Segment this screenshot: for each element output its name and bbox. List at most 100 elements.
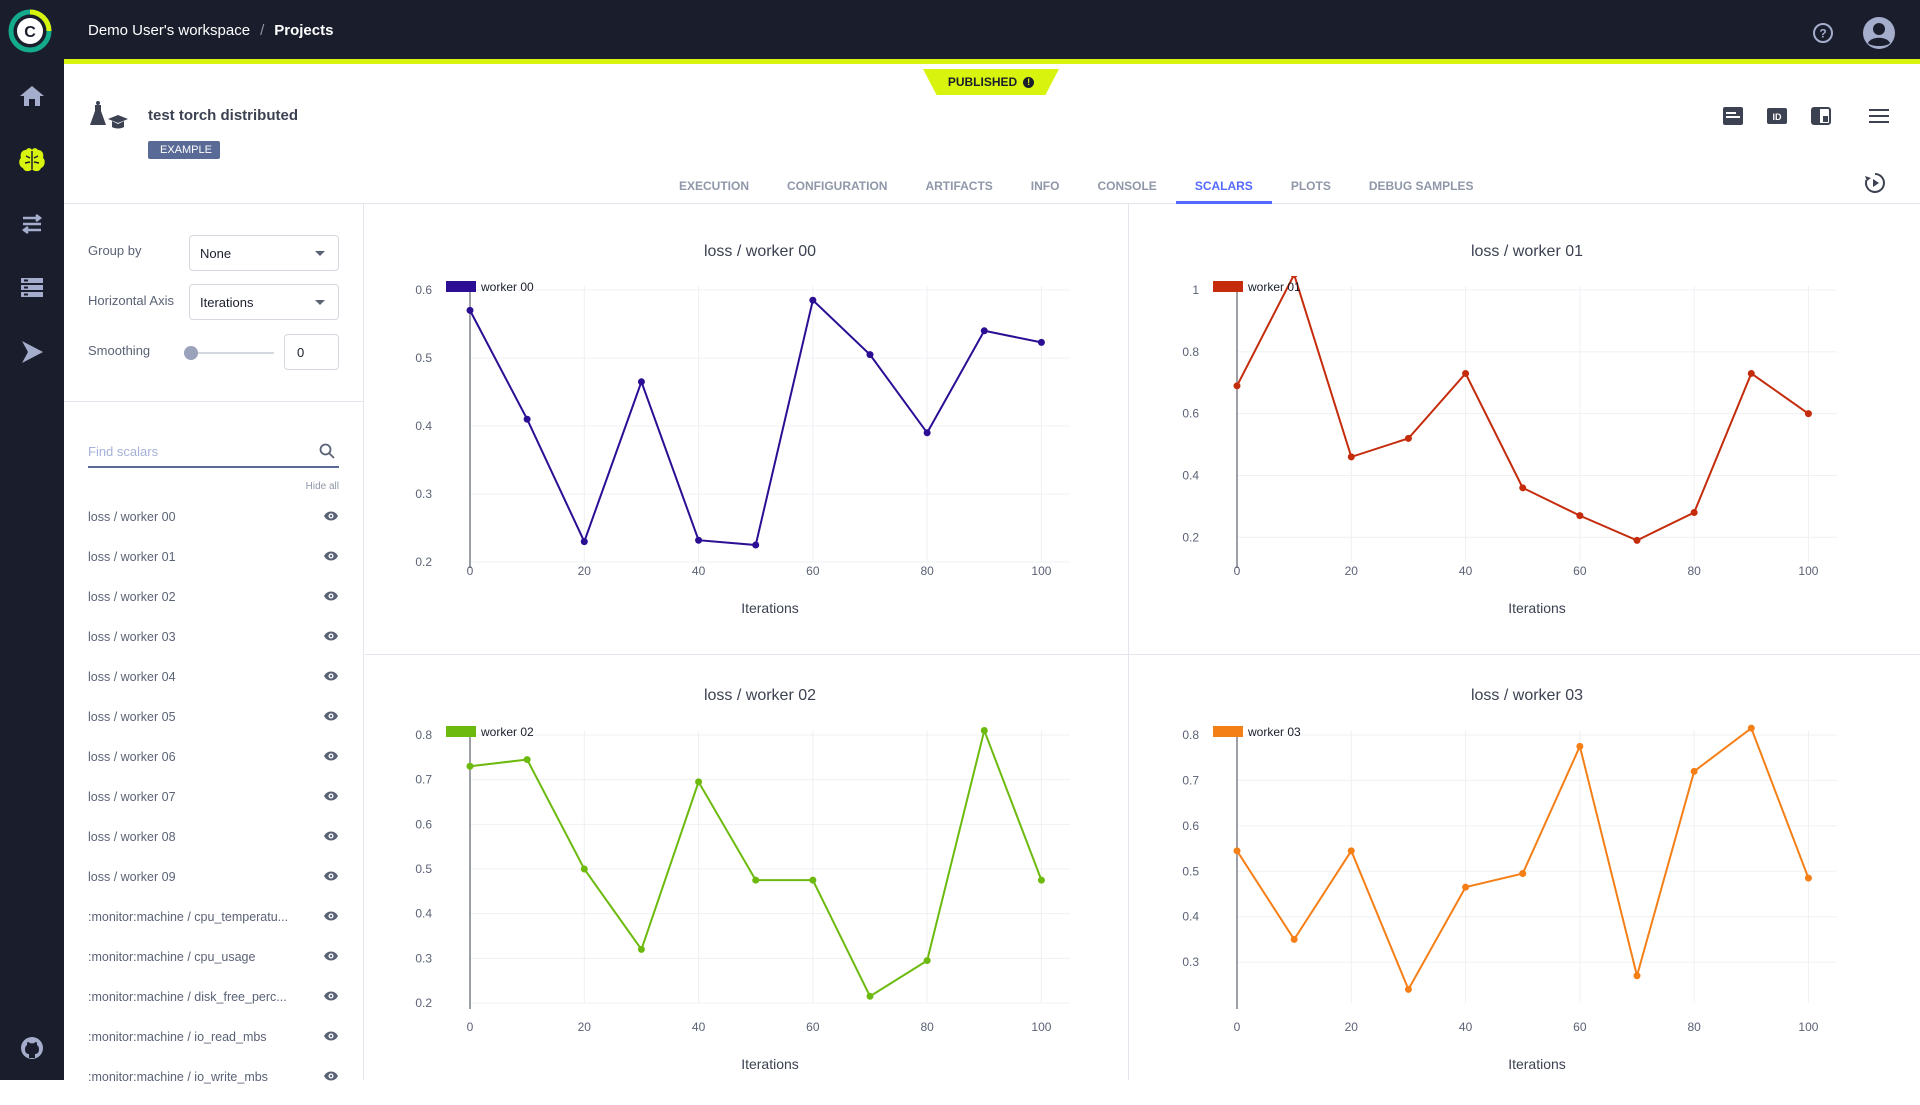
scalar-list-item[interactable]: loss / worker 03 [88,630,339,650]
legend-swatch [446,281,476,292]
info-icon[interactable]: ! [1023,76,1035,88]
eye-icon[interactable] [323,910,339,925]
y-tick-label: 0.6 [1182,407,1199,421]
eye-icon[interactable] [323,950,339,965]
data-point [866,992,874,1000]
horizontal-axis-label: Horizontal Axis [88,293,174,308]
chart-group: 0.2 0.4 0.6 0.8 1 0 20 40 60 80 100 loss / worker 0… [1182,243,1837,616]
y-tick-label: 0.5 [415,351,432,365]
smoothing-slider-track[interactable] [189,352,274,354]
task-title: test torch distributed [148,107,299,124]
clearml-logo-icon[interactable]: C [8,9,52,53]
scalar-list-item[interactable]: loss / worker 05 [88,710,339,730]
y-tick-label: 0.4 [415,907,432,921]
tab-console[interactable]: CONSOLE [1097,179,1157,193]
eye-icon[interactable] [323,670,339,685]
search-icon[interactable] [319,443,335,464]
details-panel-icon[interactable] [1722,105,1744,127]
search-placeholder: Find scalars [88,444,159,459]
eye-icon[interactable] [323,830,339,845]
scalar-list-item[interactable]: loss / worker 04 [88,670,339,690]
tab-configuration[interactable]: CONFIGURATION [787,179,888,193]
hide-all-link[interactable]: Hide all [305,481,339,492]
y-tick-label: 0.3 [415,951,432,965]
brain-icon[interactable] [16,144,48,176]
data-point [752,541,760,549]
github-icon[interactable] [16,1032,48,1064]
menu-icon[interactable] [1868,105,1890,127]
tab-info[interactable]: INFO [1030,179,1060,193]
data-point [1037,876,1045,884]
home-icon[interactable] [16,80,48,112]
scalar-label: loss / worker 08 [88,830,176,844]
scalars-plot-area: 0.2 0.3 0.4 0.5 0.6 0 20 40 60 80 100 loss / worker… [365,204,1920,1080]
data-point [1747,724,1755,732]
eye-icon[interactable] [323,590,339,605]
y-tick-label: 0.3 [1182,955,1199,969]
series-line [469,298,1042,547]
legend-swatch [1213,726,1243,737]
eye-icon[interactable] [323,630,339,645]
x-tick-label: 80 [920,564,934,578]
x-tick-label: 0 [1234,1020,1241,1034]
pipelines-icon[interactable] [16,208,48,240]
scalar-list-item[interactable]: loss / worker 06 [88,750,339,770]
scalars-side-panel: Group by None Horizontal Axis Iterations… [64,204,364,1084]
eye-icon[interactable] [323,870,339,885]
y-tick-label: 0.5 [1182,864,1199,878]
eye-icon[interactable] [323,1030,339,1045]
scalar-list-item[interactable]: :monitor:machine / cpu_usage [88,950,339,970]
scalar-list-item[interactable]: loss / worker 07 [88,790,339,810]
scalar-list-item[interactable]: loss / worker 02 [88,590,339,610]
auto-refresh-icon[interactable] [1864,172,1886,194]
data-point [466,762,474,770]
left-nav: C [0,0,64,1080]
scalar-list-item[interactable]: :monitor:machine / disk_free_perc... [88,990,339,1010]
eye-icon[interactable] [323,750,339,765]
eye-icon[interactable] [323,510,339,525]
scalar-search-input[interactable]: Find scalars [88,436,339,468]
data-point [1290,935,1298,943]
y-tick-label: 0.8 [1182,728,1199,742]
tab-execution[interactable]: EXECUTION [679,179,750,193]
scalar-list-item[interactable]: :monitor:machine / io_write_mbs [88,1070,339,1090]
help-icon[interactable]: ? [1812,22,1834,49]
workspace-link[interactable]: Demo User's workspace [88,22,251,39]
data-point [809,296,817,304]
y-tick-label: 1 [1192,283,1199,297]
scalar-list-item[interactable]: loss / worker 01 [88,550,339,570]
tab-scalars[interactable]: SCALARS [1175,171,1272,204]
scalar-list-item[interactable]: loss / worker 09 [88,870,339,890]
tab-artifacts[interactable]: ARTIFACTS [925,179,993,193]
eye-icon[interactable] [323,550,339,565]
eye-icon[interactable] [323,1070,339,1085]
breadcrumb: Demo User's workspace / Projects [88,22,333,39]
scalar-label: loss / worker 09 [88,870,176,884]
example-tag[interactable]: EXAMPLE [148,141,220,159]
id-icon[interactable]: ID [1766,105,1788,127]
eye-icon[interactable] [323,710,339,725]
scalar-list-item[interactable]: loss / worker 00 [88,510,339,530]
workers-icon[interactable] [16,336,48,368]
data-point [1233,382,1241,390]
data-point [809,876,817,884]
horizontal-axis-select[interactable]: Iterations [189,284,339,320]
data-point [1404,434,1412,442]
data-point [1576,512,1584,520]
group-by-select[interactable]: None [189,235,339,271]
scalar-list-item[interactable]: loss / worker 08 [88,830,339,850]
smoothing-input[interactable]: 0 [284,334,339,370]
projects-link[interactable]: Projects [274,22,334,39]
tab-debug-samples[interactable]: DEBUG SAMPLES [1368,179,1474,193]
scalar-list-item[interactable]: :monitor:machine / cpu_temperatu... [88,910,339,930]
scalar-list-item[interactable]: :monitor:machine / io_read_mbs [88,1030,339,1050]
user-avatar-icon[interactable] [1862,16,1896,55]
eye-icon[interactable] [323,790,339,805]
smoothing-slider-handle[interactable] [184,346,198,360]
data-point [1347,453,1355,461]
eye-icon[interactable] [323,990,339,1005]
datasets-icon[interactable] [16,272,48,304]
tab-plots[interactable]: PLOTS [1290,179,1331,193]
split-view-icon[interactable] [1810,105,1832,127]
series-worker-03 [1233,724,1812,993]
